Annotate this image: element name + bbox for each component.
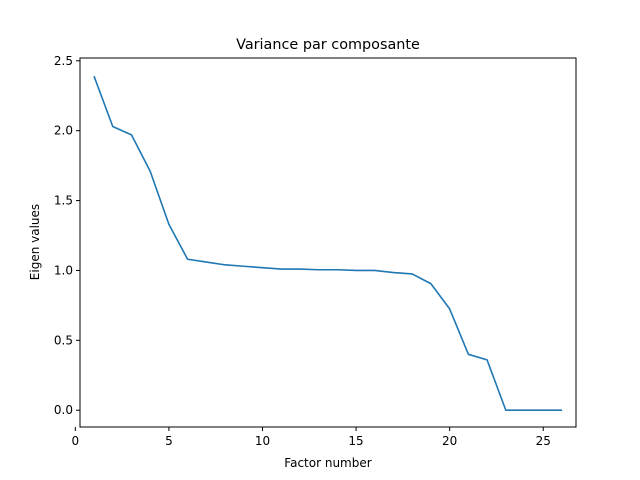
x-tick-label: 10 [255,434,270,448]
y-tick-label: 0.5 [54,333,73,347]
y-tick-label: 1.5 [54,194,73,208]
x-tick-label: 20 [442,434,457,448]
chart-title: Variance par composante [236,37,420,53]
y-axis: 0.0 0.5 1.0 1.5 2.0 2.5 [54,54,80,417]
plot-frame [79,57,577,428]
plot-area [93,75,562,412]
x-tick-label: 25 [536,434,551,448]
x-tick-label: 0 [72,434,80,448]
y-tick-label: 2.5 [54,54,73,68]
x-axis: 0 5 10 15 20 25 [72,427,551,448]
y-tick-label: 2.0 [54,124,73,138]
y-axis-label: Eigen values [28,204,42,280]
x-axis-label: Factor number [284,456,371,470]
x-tick-label: 15 [348,434,363,448]
y-tick-label: 0.0 [54,403,73,417]
x-tick-label: 5 [165,434,173,448]
series-line-0 [93,75,562,412]
y-tick-label: 1.0 [54,263,73,277]
